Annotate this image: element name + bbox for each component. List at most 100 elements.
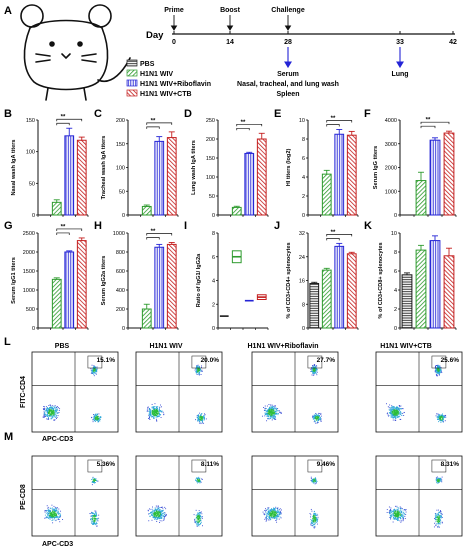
- flow-event: [56, 512, 58, 514]
- flow-event: [195, 522, 197, 524]
- flow-event: [91, 520, 93, 522]
- flow-event: [393, 414, 395, 415]
- flow-event: [392, 514, 394, 516]
- flow-event: [95, 368, 97, 370]
- flow-event: [395, 409, 397, 411]
- flow-event: [49, 407, 50, 409]
- flow-event: [273, 415, 275, 417]
- flow-event: [316, 518, 318, 520]
- flow-event: [46, 418, 48, 420]
- flow-event: [46, 408, 48, 410]
- y-tick-label: 0: [32, 326, 35, 332]
- flow-event: [46, 414, 48, 415]
- flow-event: [279, 411, 281, 413]
- flow-event: [48, 415, 50, 417]
- flow-event: [315, 514, 316, 516]
- flow-event: [278, 514, 280, 516]
- flow-event: [313, 366, 315, 368]
- flow-event: [312, 372, 314, 374]
- flow-event: [59, 408, 61, 410]
- flow-event: [95, 373, 97, 375]
- flow-event: [310, 523, 312, 525]
- flow-event: [157, 411, 159, 413]
- flow-event: [271, 514, 272, 516]
- flow-event: [441, 522, 443, 524]
- flow-event: [317, 414, 319, 416]
- flow-event: [270, 518, 272, 520]
- flow-event: [398, 409, 400, 411]
- flow-event: [58, 518, 60, 520]
- flow-event: [310, 514, 312, 516]
- y-tick-label: 800: [116, 250, 125, 256]
- flow-event: [394, 411, 396, 413]
- bar-ctb: [346, 253, 357, 329]
- flow-event: [199, 517, 200, 519]
- flow-event: [267, 508, 269, 510]
- flow-event: [312, 369, 314, 371]
- flow-event: [150, 413, 152, 415]
- flow-event: [48, 411, 50, 413]
- flow-event: [196, 480, 198, 482]
- flow-event: [93, 513, 95, 515]
- flow-event: [157, 413, 159, 415]
- flow-event: [154, 408, 156, 410]
- flow-event: [438, 518, 440, 520]
- flow-event: [392, 417, 393, 419]
- flow-event: [314, 415, 315, 417]
- flow-event: [54, 516, 56, 518]
- flow-event: [47, 408, 49, 410]
- flow-event: [312, 481, 314, 483]
- flow-event: [392, 409, 394, 411]
- flow-event: [56, 407, 57, 409]
- flow-event: [274, 412, 276, 414]
- flow-event: [394, 513, 396, 515]
- flow-event: [197, 364, 199, 366]
- flow-event: [159, 410, 161, 412]
- flow-event: [396, 411, 398, 413]
- flow-event: [442, 418, 444, 420]
- flow-event: [152, 417, 154, 419]
- flow-event: [201, 365, 202, 367]
- flow-event: [46, 512, 48, 514]
- flow-event: [444, 420, 446, 422]
- flow-event: [164, 516, 166, 518]
- flow-event: [93, 368, 95, 370]
- flow-event: [398, 517, 400, 519]
- flow-event: [314, 514, 316, 516]
- flow-group-ctb: H1N1 WIV+CTB: [380, 343, 432, 350]
- flow-event: [197, 371, 199, 373]
- flow-event: [157, 516, 159, 518]
- flow-event: [312, 416, 314, 418]
- flow-event: [393, 511, 395, 513]
- flow-event: [437, 523, 439, 525]
- flow-event: [93, 519, 95, 521]
- flow-event: [438, 414, 440, 416]
- flow-event: [200, 516, 201, 517]
- flow-event: [198, 522, 200, 524]
- y-tick-label: 2: [212, 302, 215, 308]
- flow-event: [154, 413, 156, 415]
- flow-event: [268, 417, 270, 419]
- flow-event: [441, 416, 443, 418]
- flow-event: [439, 478, 441, 480]
- y-tick-label: 10: [391, 231, 397, 237]
- flow-event: [314, 516, 316, 518]
- flow-event: [198, 512, 200, 514]
- flow-event: [94, 524, 96, 526]
- flow-event: [95, 518, 97, 520]
- flow-event: [95, 514, 97, 516]
- flow-event: [398, 416, 400, 418]
- flow-event: [391, 414, 393, 416]
- flow-event: [94, 370, 96, 372]
- flow-event: [265, 413, 267, 415]
- flow-event: [55, 510, 56, 512]
- significance-bracket: [326, 234, 353, 237]
- flow-event: [160, 512, 162, 514]
- flow-event: [164, 512, 166, 514]
- flow-event: [160, 511, 162, 513]
- flow-event: [311, 481, 313, 483]
- flow-event: [158, 515, 160, 517]
- flow-event: [269, 515, 271, 516]
- flow-event: [392, 416, 394, 418]
- bar-ctb: [76, 139, 87, 216]
